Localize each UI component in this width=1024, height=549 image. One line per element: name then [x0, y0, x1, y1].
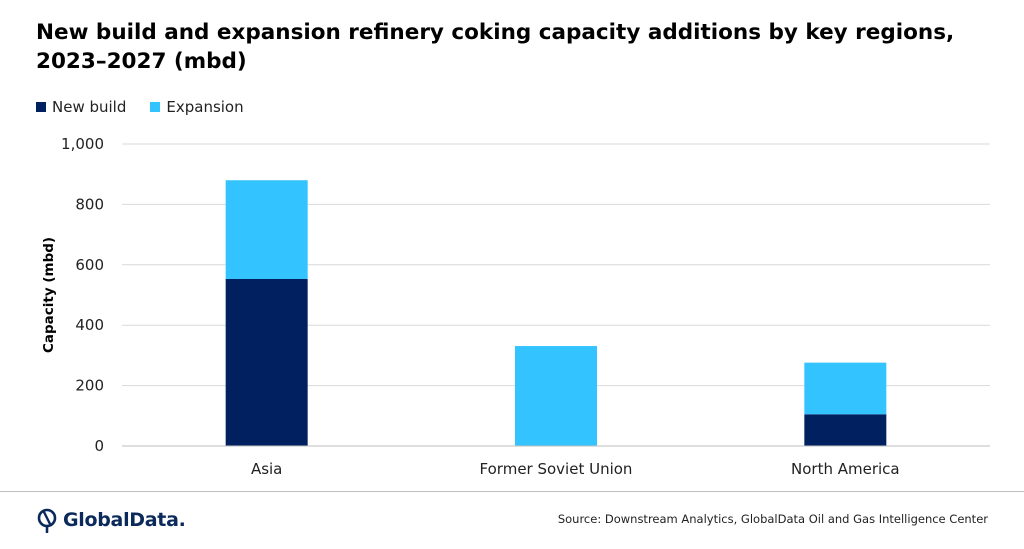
x-tick-label: Asia: [251, 460, 282, 478]
bar-expansion: [804, 362, 887, 415]
y-axis-title: Capacity (mbd): [41, 237, 57, 353]
legend-swatch-new-build: [36, 102, 46, 112]
bar-new-build: [804, 414, 887, 446]
axes: 0 200 400 600 800 1,000 Capacity (mbd) Asia Form…: [41, 135, 990, 478]
legend-swatch-expansion: [150, 102, 161, 112]
bars: [225, 180, 887, 446]
footer-divider: [0, 491, 1024, 492]
x-tick-label: Former Soviet Union: [480, 460, 633, 478]
legend-label-new-build: New build: [52, 98, 127, 116]
legend-item-new-build: New build: [36, 98, 126, 116]
bar-new-build: [225, 278, 308, 446]
x-tick-label: North America: [791, 460, 900, 478]
chart-legend: New build Expansion: [36, 98, 268, 116]
source-note: Source: Downstream Analytics, GlobalData…: [557, 512, 988, 526]
chart-title: New build and expansion refinery coking …: [36, 18, 996, 76]
legend-item-expansion: Expansion: [150, 98, 244, 116]
y-tick-label: 200: [75, 377, 104, 395]
y-tick-label: 600: [75, 256, 104, 274]
chart-title-line-2: 2023–2027 (mbd): [36, 49, 247, 74]
y-tick-label: 400: [75, 316, 104, 334]
globaldata-logo-icon: [37, 508, 57, 533]
y-tick-label: 800: [75, 195, 104, 213]
legend-label-expansion: Expansion: [166, 98, 244, 116]
bar-expansion: [225, 180, 308, 279]
globaldata-logo-text: GlobalData.: [63, 509, 186, 531]
y-tick-label: 1,000: [61, 135, 104, 153]
y-tick-label: 0: [94, 437, 104, 455]
chart-title-line-1: New build and expansion refinery coking …: [36, 20, 955, 45]
globaldata-logo: GlobalData.: [36, 507, 186, 533]
bar-expansion: [515, 346, 597, 446]
